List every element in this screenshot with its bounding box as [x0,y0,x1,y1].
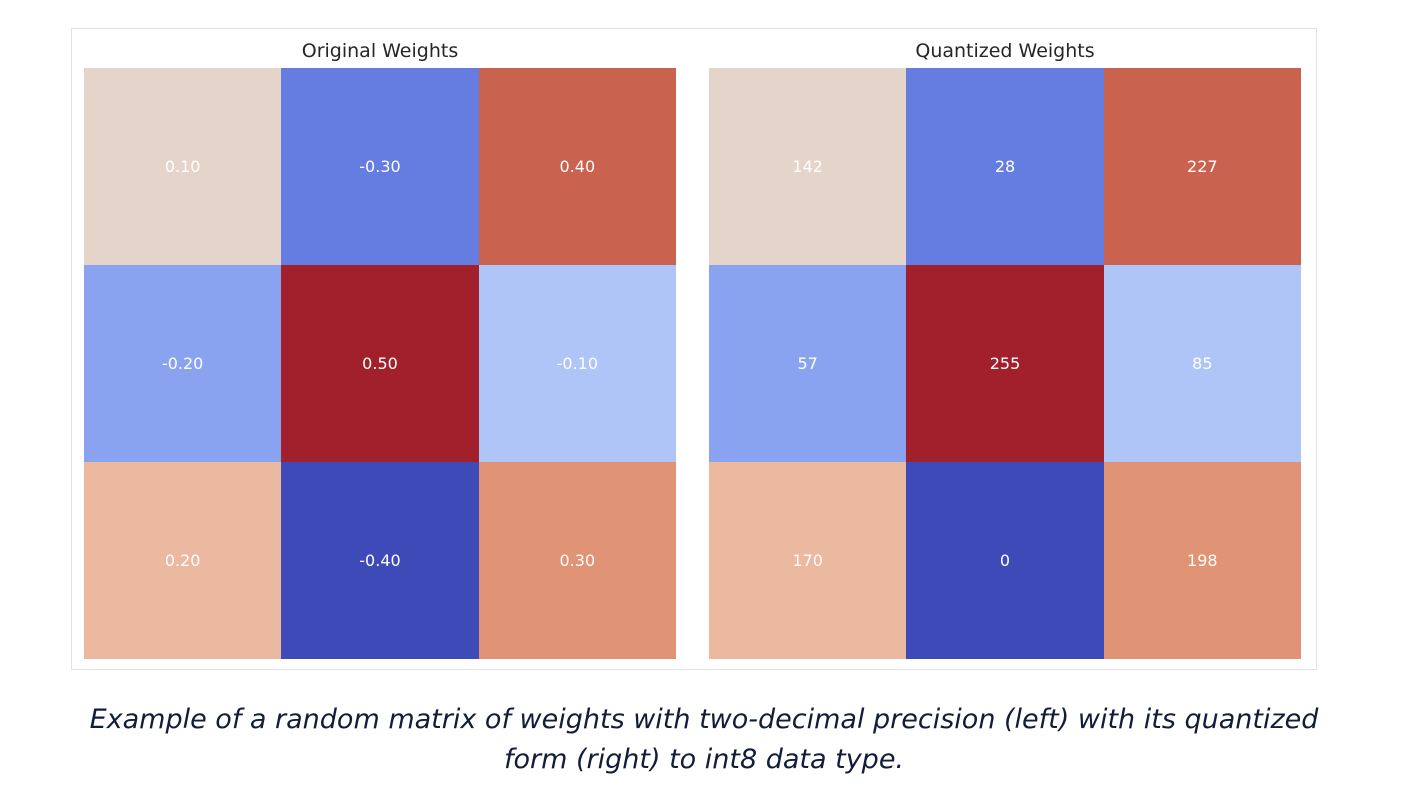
heatmap-cell: -0.30 [281,68,479,265]
heatmap-cell: 142 [709,68,907,265]
heatmap-cell: 85 [1103,265,1301,462]
heatmap-original: 0.10 -0.30 0.40 -0.20 0.50 -0.10 0.20 -0.40 0.30 [84,68,676,659]
heatmap-cell: -0.40 [281,462,479,659]
figure-caption: Example of a random matrix of weights wi… [0,700,1408,780]
heatmap-cell: 0.10 [84,68,282,265]
heatmap-title-original: Original Weights [301,40,459,62]
heatmap-cell: 255 [906,265,1104,462]
heatmap-cell: 0.50 [281,265,479,462]
heatmap-cell: 170 [709,462,907,659]
heatmap-title-quantized: Quantized Weights [915,40,1095,62]
heatmap-cell: 57 [709,265,907,462]
heatmap-cell: 0 [906,462,1104,659]
heatmap-cell: 0.30 [478,462,676,659]
heatmap-cell: -0.20 [84,265,282,462]
heatmap-cell: 227 [1103,68,1301,265]
heatmap-cell: 198 [1103,462,1301,659]
heatmap-cell: 0.20 [84,462,282,659]
heatmap-cell: 28 [906,68,1104,265]
heatmap-cell: 0.40 [478,68,676,265]
caption-line-2: form (right) to int8 data type. [503,744,905,775]
caption-line-1: Example of a random matrix of weights wi… [89,704,1319,735]
heatmap-cell: -0.10 [478,265,676,462]
heatmap-quantized: 142 28 227 57 255 85 170 0 198 [709,68,1301,659]
